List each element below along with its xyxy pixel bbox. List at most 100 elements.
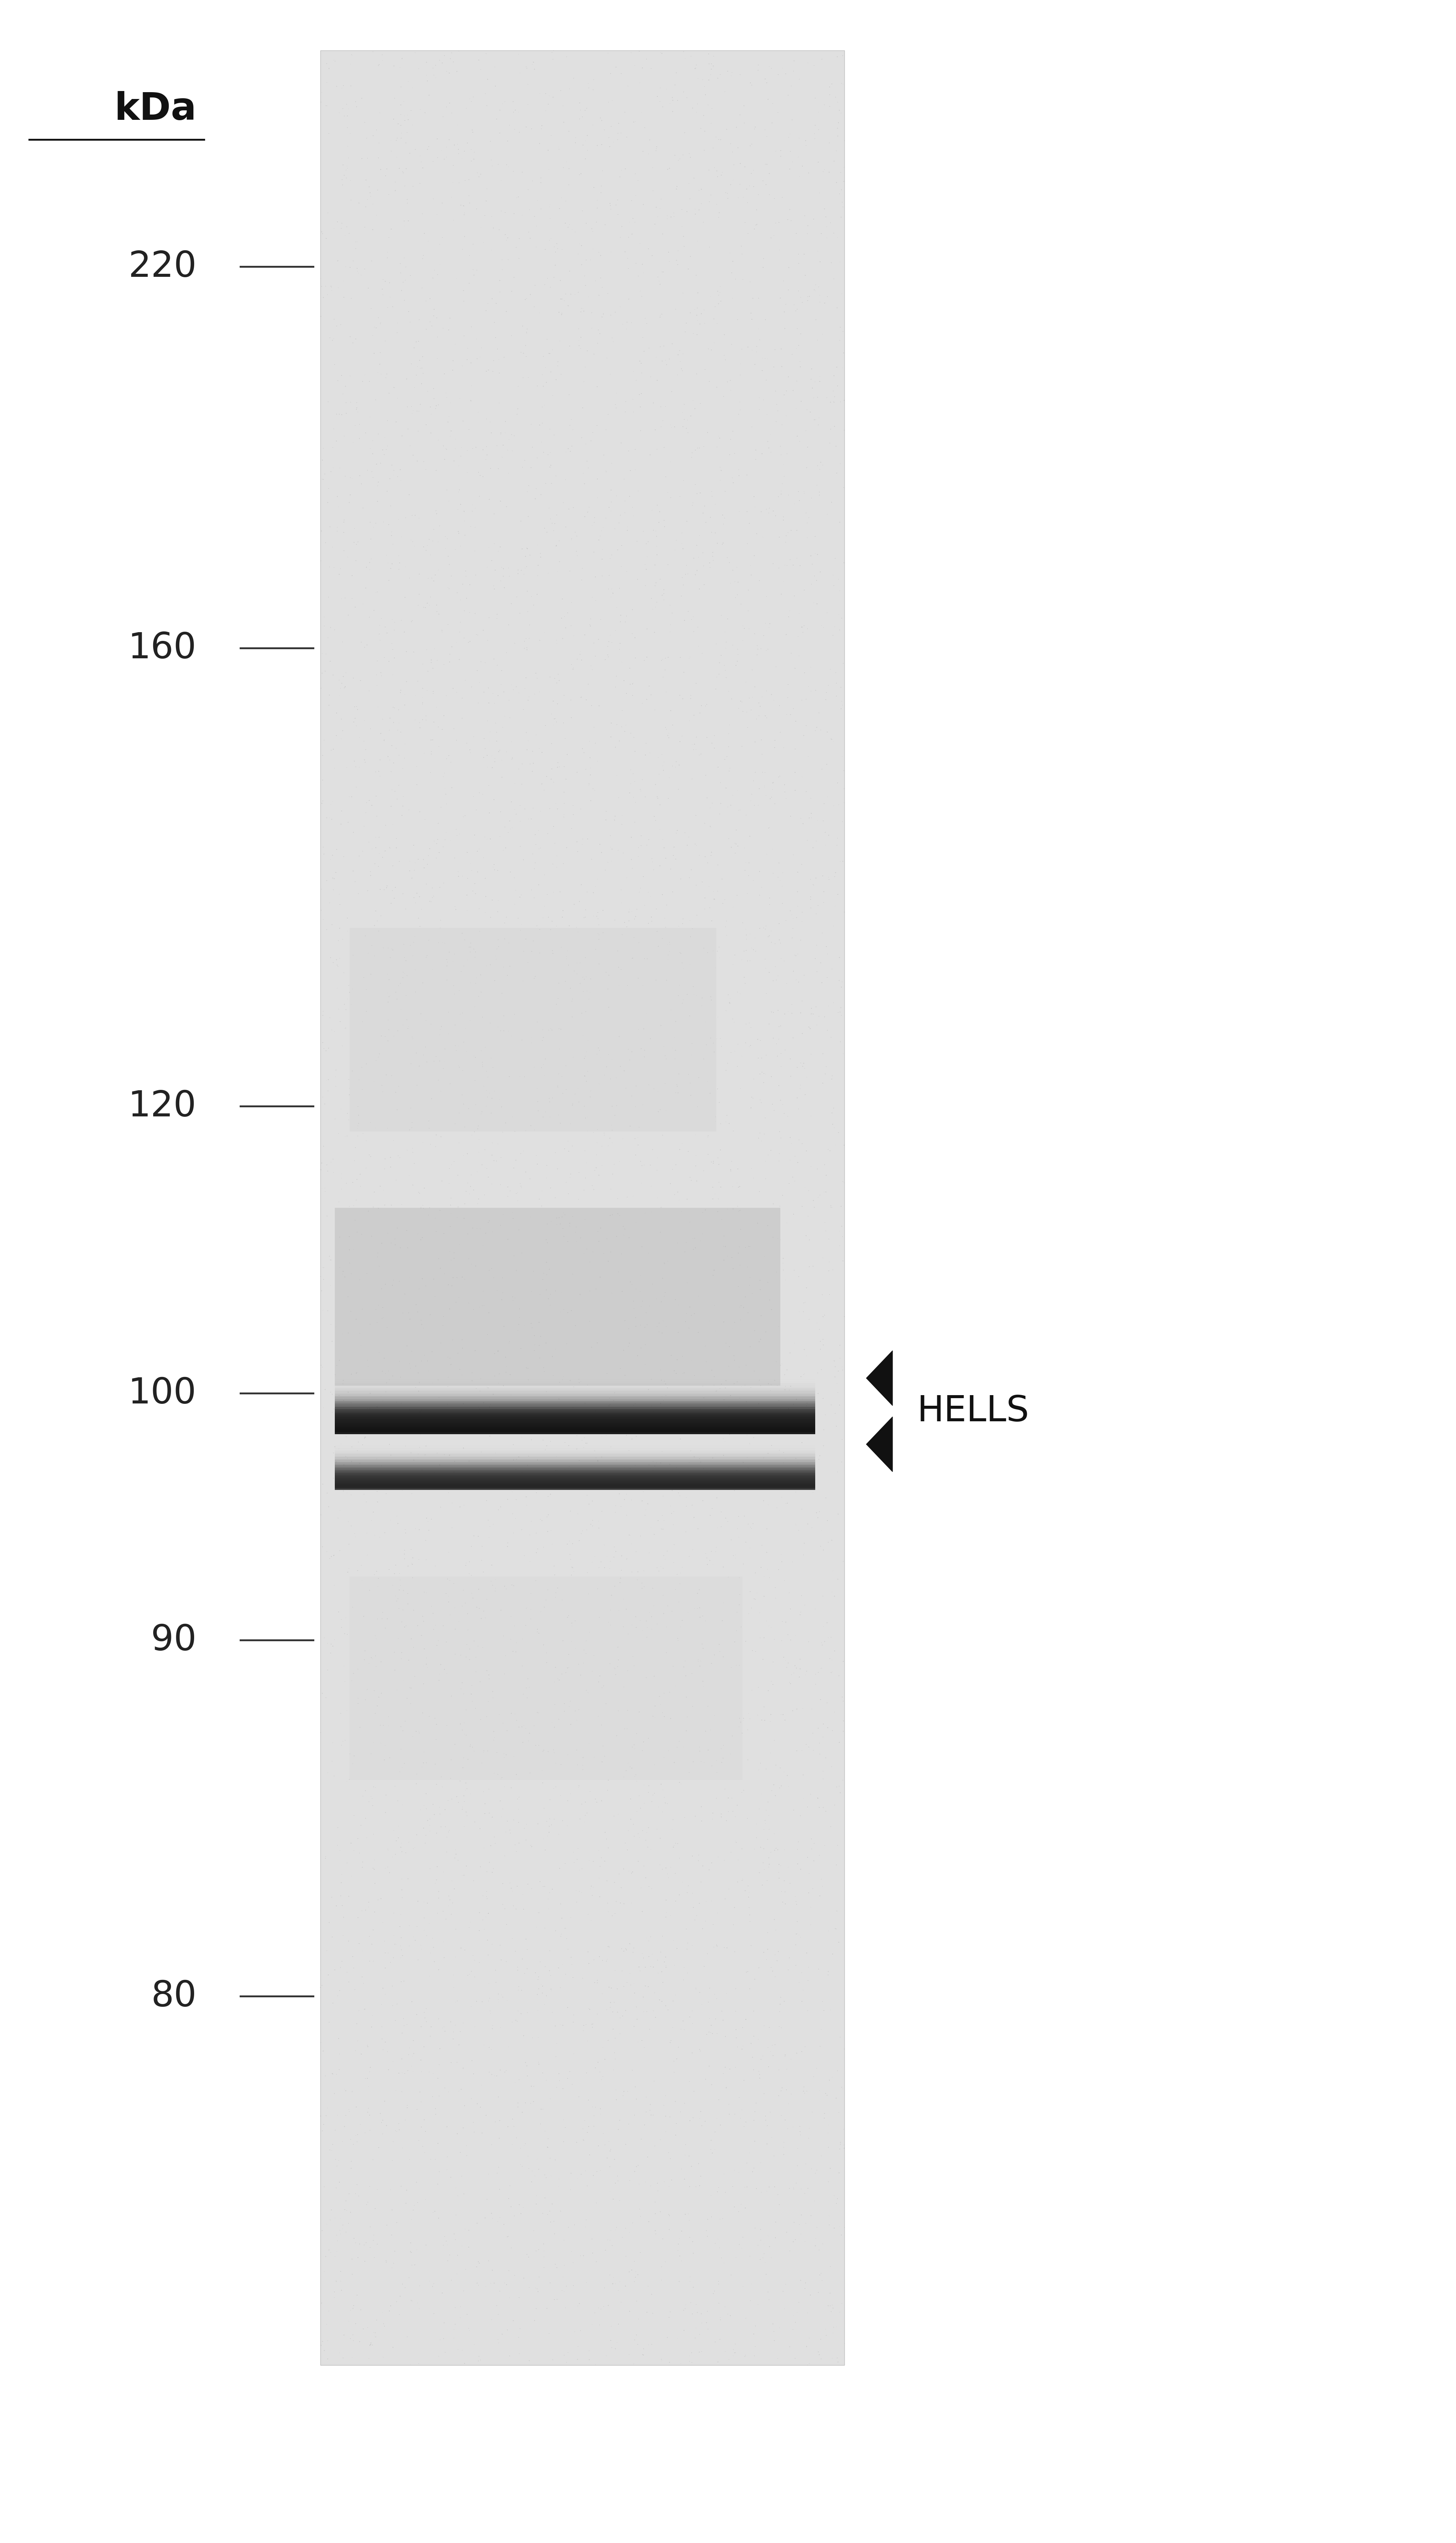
Point — [322, 41, 345, 81]
Point — [568, 320, 591, 361]
Point — [425, 641, 448, 682]
Point — [796, 2345, 820, 2385]
Point — [460, 1574, 483, 1615]
Point — [783, 1137, 807, 1177]
Point — [437, 1811, 460, 1851]
Point — [725, 1394, 748, 1434]
Point — [462, 1516, 485, 1556]
Point — [377, 1706, 400, 1747]
Point — [732, 1287, 756, 1327]
Point — [700, 1844, 724, 1884]
Point — [457, 1282, 480, 1322]
Point — [609, 216, 632, 257]
Point — [648, 69, 671, 109]
Point — [338, 1185, 361, 1226]
Point — [630, 684, 654, 725]
Point — [475, 1368, 498, 1409]
Point — [331, 2121, 354, 2162]
Point — [613, 903, 636, 943]
Point — [523, 2065, 546, 2106]
Point — [820, 1188, 843, 1228]
Point — [434, 1030, 457, 1071]
Point — [639, 674, 662, 715]
Point — [333, 2070, 357, 2111]
Point — [545, 526, 568, 567]
Point — [373, 1513, 396, 1554]
Point — [696, 1544, 719, 1584]
Point — [502, 2195, 526, 2235]
Point — [700, 1882, 724, 1923]
Point — [791, 1729, 814, 1770]
Point — [639, 1945, 662, 1986]
Point — [529, 1861, 552, 1902]
Point — [654, 2111, 677, 2151]
Point — [328, 1971, 351, 2012]
Point — [689, 1439, 712, 1480]
Point — [464, 1689, 488, 1729]
Point — [823, 407, 846, 448]
Point — [743, 150, 766, 191]
Point — [485, 282, 508, 323]
Point — [475, 1650, 498, 1691]
Point — [641, 2294, 664, 2334]
Point — [325, 1307, 348, 1348]
Point — [495, 2263, 518, 2304]
Point — [649, 33, 673, 74]
Point — [577, 1020, 600, 1060]
Point — [358, 1388, 381, 1429]
Point — [620, 849, 644, 890]
Point — [501, 740, 524, 781]
Point — [673, 384, 696, 425]
Point — [763, 1566, 786, 1607]
Point — [744, 440, 767, 481]
Point — [454, 661, 478, 702]
Point — [581, 506, 604, 547]
Point — [511, 1645, 534, 1686]
Point — [664, 1854, 687, 1895]
Point — [748, 1366, 772, 1406]
Point — [636, 1607, 660, 1648]
Point — [764, 1579, 788, 1620]
Point — [610, 1867, 633, 1907]
Point — [501, 1493, 524, 1533]
Point — [422, 702, 446, 743]
Point — [789, 1355, 812, 1396]
Point — [711, 496, 734, 537]
Point — [823, 381, 846, 422]
Point — [338, 1877, 361, 1917]
Point — [676, 1294, 699, 1335]
Point — [814, 1737, 837, 1778]
Point — [702, 1251, 725, 1292]
Point — [568, 1849, 591, 1889]
Point — [692, 203, 715, 244]
Point — [329, 1694, 352, 1734]
Point — [607, 778, 630, 819]
Point — [792, 605, 815, 646]
Point — [761, 2304, 785, 2345]
Point — [438, 1811, 462, 1851]
Point — [759, 415, 782, 455]
Point — [363, 1060, 386, 1101]
Point — [399, 519, 422, 559]
Point — [553, 1422, 577, 1462]
Point — [483, 549, 507, 590]
Point — [613, 493, 636, 534]
Point — [769, 1533, 792, 1574]
Point — [319, 2200, 342, 2240]
Point — [587, 2042, 610, 2083]
Point — [799, 565, 823, 605]
Point — [329, 1170, 352, 1210]
Point — [709, 1167, 732, 1208]
Bar — [335, 1419, 815, 1424]
Point — [792, 1523, 815, 1564]
Point — [361, 2139, 384, 2179]
Point — [322, 318, 345, 359]
Point — [536, 1462, 559, 1503]
Point — [332, 1251, 355, 1292]
Point — [428, 867, 451, 908]
Point — [448, 1488, 472, 1528]
Point — [575, 2167, 598, 2207]
Point — [406, 1292, 430, 1333]
Point — [776, 1350, 799, 1391]
Point — [319, 1142, 342, 1182]
